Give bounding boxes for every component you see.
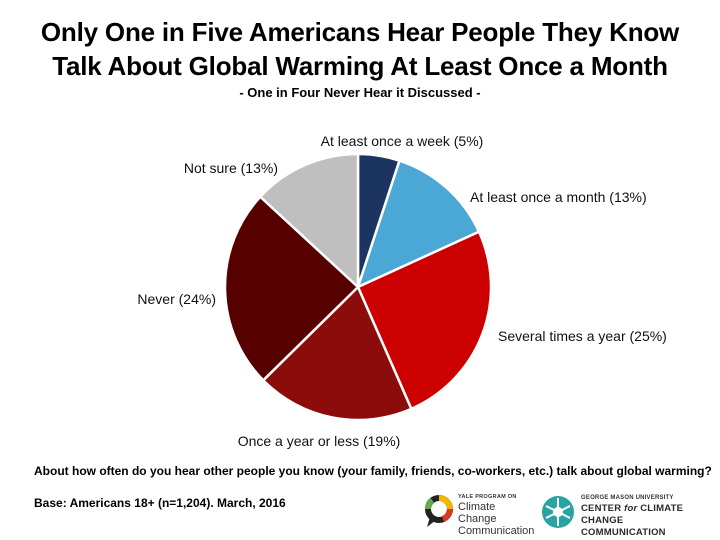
slice-label-4: Never (24%): [137, 291, 216, 307]
pie-slice-4: [223, 195, 360, 382]
pie-slice-5: [259, 152, 360, 289]
slice-label-2: Several times a year (25%): [498, 328, 667, 344]
slice-label-1: At least once a month (13%): [470, 189, 647, 205]
chart-title-line-1: Only One in Five Americans Hear People T…: [40, 17, 680, 47]
gmu-logo-line-1b: for: [624, 503, 638, 514]
yale-logo-small-text: YALE PROGRAM ON: [458, 494, 517, 500]
slice-label-3: Once a year or less (19%): [238, 433, 401, 449]
yale-logo-text: Climate Change Communication: [458, 501, 536, 537]
chart-title-line-2: Talk About Global Warming At Least Once …: [52, 51, 668, 81]
gmu-logo-small-text: GEORGE MASON UNIVERSITY: [581, 495, 674, 501]
yale-logo: YALE PROGRAM ON Climate Change Communica…: [424, 492, 536, 537]
gmu-logo: GEORGE MASON UNIVERSITY CENTER for CLIMA…: [541, 494, 716, 538]
gmu-logo-line-2: COMMUNICATION: [581, 527, 666, 538]
gmu-logo-line-1a: CENTER: [581, 503, 625, 514]
yale-logo-line-2: Communication: [458, 525, 535, 537]
yale-logo-icon: [425, 495, 453, 527]
pie-slice-2: [356, 230, 493, 411]
yale-logo-line-1: Climate Change: [458, 501, 497, 525]
survey-question: About how often do you hear other people…: [34, 464, 712, 478]
chart-subtitle: - One in Four Never Hear it Discussed -: [239, 85, 481, 100]
gmu-logo-icon: [542, 496, 574, 528]
gmu-logo-text: CENTER for CLIMATE CHANGE COMMUNICATION: [581, 503, 716, 539]
gmu-logo-line-1c: CLIMATE CHANGE: [581, 503, 684, 526]
base-note: Base: Americans 18+ (n=1,204). March, 20…: [34, 496, 286, 510]
slice-label-5: Not sure (13%): [184, 160, 278, 176]
pie-slice-3: [261, 285, 413, 422]
slice-label-0: At least once a week (5%): [321, 133, 484, 149]
pie-slice-1: [356, 159, 481, 289]
